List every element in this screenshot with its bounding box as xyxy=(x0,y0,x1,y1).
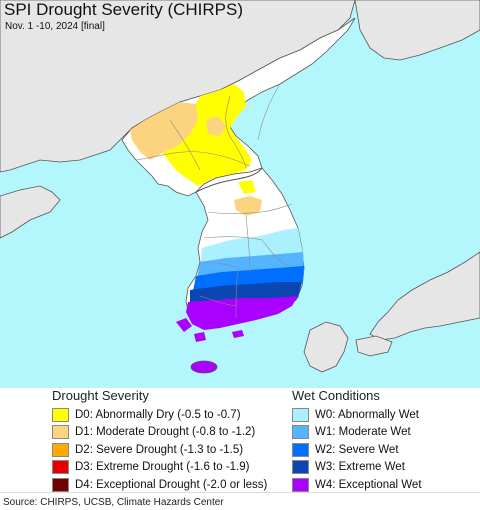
legend-item-d1: D1: Moderate Drought (-0.8 to -1.2) xyxy=(52,424,267,442)
legend-label-w4: W4: Exceptional Wet xyxy=(315,478,422,491)
legend-label-d3: D3: Extreme Drought (-1.6 to -1.9) xyxy=(75,461,250,474)
japan-kyushu xyxy=(303,321,349,373)
map-subtitle: Nov. 1 -10, 2024 [final] xyxy=(5,21,105,32)
map-area xyxy=(0,0,480,388)
sk-d0-patch xyxy=(238,180,256,194)
legend-item-w2: W2: Severe Wet xyxy=(292,441,422,459)
jeju-island xyxy=(190,360,218,374)
swatch-w4 xyxy=(292,477,309,492)
swatch-w3 xyxy=(292,460,309,475)
drought-legend: Drought Severity D0: Abnormally Dry (-0.… xyxy=(52,388,267,494)
legend-item-d2: D2: Severe Drought (-1.3 to -1.5) xyxy=(52,441,267,459)
drought-legend-title: Drought Severity xyxy=(52,388,149,403)
legend-item-d4: D4: Exceptional Drought (-2.0 or less) xyxy=(52,476,267,494)
legend-item-w3: W3: Extreme Wet xyxy=(292,459,422,477)
japan-shikoku xyxy=(355,335,393,357)
source-credit: Source: CHIRPS, UCSB, Climate Hazards Ce… xyxy=(3,497,224,508)
swatch-d3 xyxy=(52,460,69,475)
china-shandong xyxy=(0,185,61,239)
japan-honshu xyxy=(369,251,480,341)
southern-islands xyxy=(176,318,244,342)
legend-label-d0: D0: Abnormally Dry (-0.5 to -0.7) xyxy=(75,408,241,421)
swatch-w1 xyxy=(292,425,309,440)
map-title: SPI Drought Severity (CHIRPS) xyxy=(4,0,244,19)
wet-legend-title: Wet Conditions xyxy=(292,388,380,403)
province-borders xyxy=(135,83,293,319)
legend-item-w1: W1: Moderate Wet xyxy=(292,424,422,442)
swatch-w0 xyxy=(292,407,309,422)
russia-landmass xyxy=(354,0,480,61)
wet-legend: Wet Conditions W0: Abnormally Wet W1: Mo… xyxy=(292,388,422,494)
legend-label-d2: D2: Severe Drought (-1.3 to -1.5) xyxy=(75,443,244,456)
legend-label-w1: W1: Moderate Wet xyxy=(315,426,411,439)
legend-item-d3: D3: Extreme Drought (-1.6 to -1.9) xyxy=(52,459,267,477)
map-canvas xyxy=(0,0,480,388)
legend-item-d0: D0: Abnormally Dry (-0.5 to -0.7) xyxy=(52,406,267,424)
dmz-border xyxy=(195,167,263,193)
sk-w4-band xyxy=(186,296,298,330)
footer-divider xyxy=(0,492,480,493)
nk-d0-zone xyxy=(160,84,252,186)
legend-label-w0: W0: Abnormally Wet xyxy=(315,408,419,421)
legend-label-w3: W3: Extreme Wet xyxy=(315,461,405,474)
legend-label-w2: W2: Severe Wet xyxy=(315,443,399,456)
legend-label-d1: D1: Moderate Drought (-0.8 to -1.2) xyxy=(75,426,256,439)
nk-d1-zone xyxy=(130,102,198,160)
swatch-d0 xyxy=(52,407,69,422)
legend-item-w4: W4: Exceptional Wet xyxy=(292,476,422,494)
swatch-d4 xyxy=(52,477,69,492)
swatch-d1 xyxy=(52,425,69,440)
sk-d1-patch xyxy=(234,196,262,216)
nk-d1-east xyxy=(206,116,226,136)
legend-label-d4: D4: Exceptional Drought (-2.0 or less) xyxy=(75,478,268,491)
swatch-w2 xyxy=(292,442,309,457)
legend-item-w0: W0: Abnormally Wet xyxy=(292,406,422,424)
swatch-d2 xyxy=(52,442,69,457)
